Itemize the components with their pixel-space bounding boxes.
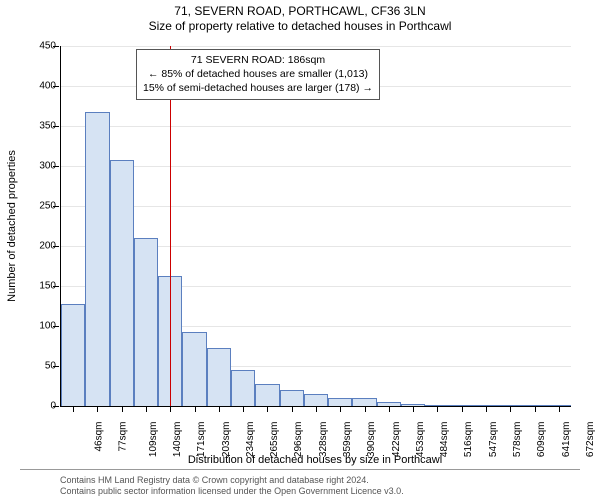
x-tick-label: 203sqm xyxy=(221,422,232,458)
x-tick xyxy=(535,406,536,412)
x-tick xyxy=(146,406,147,412)
y-tick-label: 50 xyxy=(45,361,56,372)
y-tick-label: 300 xyxy=(39,161,56,172)
y-tick-label: 350 xyxy=(39,121,56,132)
x-tick xyxy=(219,406,220,412)
histogram-bar xyxy=(280,390,304,406)
info-box: 71 SEVERN ROAD: 186sqm← 85% of detached … xyxy=(136,49,380,100)
footer-text: Contains HM Land Registry data © Crown c… xyxy=(60,475,404,498)
y-tick-label: 200 xyxy=(39,241,56,252)
y-tick-label: 150 xyxy=(39,281,56,292)
x-tick xyxy=(413,406,414,412)
y-tick-label: 100 xyxy=(39,321,56,332)
x-axis-label: Distribution of detached houses by size … xyxy=(60,454,570,466)
x-tick-label: 296sqm xyxy=(294,422,305,458)
x-tick xyxy=(267,406,268,412)
x-tick-label: 234sqm xyxy=(245,422,256,458)
x-tick xyxy=(292,406,293,412)
chart-area: Number of detached properties 46sqm77sqm… xyxy=(60,46,570,406)
x-tick-label: 484sqm xyxy=(439,422,450,458)
x-tick-label: 390sqm xyxy=(366,422,377,458)
x-tick xyxy=(73,406,74,412)
x-tick xyxy=(365,406,366,412)
histogram-bar xyxy=(328,398,352,406)
x-tick xyxy=(195,406,196,412)
histogram-bar xyxy=(255,384,279,406)
footer-divider xyxy=(20,469,580,470)
histogram-bar xyxy=(134,238,158,406)
page-title-line2: Size of property relative to detached ho… xyxy=(0,19,600,33)
gridline xyxy=(61,46,571,47)
x-tick-label: 516sqm xyxy=(464,422,475,458)
x-tick-label: 46sqm xyxy=(94,422,105,452)
x-tick xyxy=(243,406,244,412)
x-tick xyxy=(97,406,98,412)
histogram-bar xyxy=(207,348,231,406)
chart-container: 71, SEVERN ROAD, PORTHCAWL, CF36 3LN Siz… xyxy=(0,4,600,504)
histogram-bar xyxy=(85,112,109,406)
x-tick-label: 171sqm xyxy=(196,422,207,458)
page-title-line1: 71, SEVERN ROAD, PORTHCAWL, CF36 3LN xyxy=(0,4,600,18)
info-box-line3: 15% of semi-detached houses are larger (… xyxy=(143,81,373,95)
x-tick xyxy=(170,406,171,412)
histogram-bar xyxy=(61,304,85,406)
x-tick-label: 453sqm xyxy=(415,422,426,458)
x-tick xyxy=(340,406,341,412)
x-tick-label: 609sqm xyxy=(536,422,547,458)
x-tick-label: 265sqm xyxy=(269,422,280,458)
y-tick-label: 0 xyxy=(50,401,56,412)
histogram-bar xyxy=(231,370,255,406)
x-tick xyxy=(510,406,511,412)
x-tick xyxy=(462,406,463,412)
x-tick-label: 328sqm xyxy=(318,422,329,458)
x-tick xyxy=(122,406,123,412)
footer-line2: Contains public sector information licen… xyxy=(60,486,404,498)
gridline xyxy=(61,206,571,207)
histogram-bar xyxy=(304,394,328,406)
footer-line1: Contains HM Land Registry data © Crown c… xyxy=(60,475,404,487)
histogram-bar xyxy=(182,332,206,406)
histogram-bar xyxy=(110,160,134,406)
x-tick xyxy=(559,406,560,412)
y-tick-label: 450 xyxy=(39,41,56,52)
reference-line xyxy=(170,46,171,406)
y-tick-label: 400 xyxy=(39,81,56,92)
x-tick xyxy=(316,406,317,412)
x-tick-label: 109sqm xyxy=(148,422,159,458)
x-tick-label: 578sqm xyxy=(512,422,523,458)
x-tick-label: 641sqm xyxy=(561,422,572,458)
x-tick-label: 77sqm xyxy=(118,422,129,452)
x-tick-label: 140sqm xyxy=(172,422,183,458)
y-tick-label: 250 xyxy=(39,201,56,212)
x-tick-label: 359sqm xyxy=(342,422,353,458)
gridline xyxy=(61,166,571,167)
plot-region: 46sqm77sqm109sqm140sqm171sqm203sqm234sqm… xyxy=(60,46,571,407)
x-tick xyxy=(389,406,390,412)
x-tick-label: 547sqm xyxy=(488,422,499,458)
gridline xyxy=(61,126,571,127)
histogram-bar xyxy=(352,398,376,406)
info-box-line2: ← 85% of detached houses are smaller (1,… xyxy=(143,67,373,81)
x-tick xyxy=(486,406,487,412)
x-tick-label: 672sqm xyxy=(585,422,596,458)
info-box-line1: 71 SEVERN ROAD: 186sqm xyxy=(143,53,373,67)
x-tick-label: 422sqm xyxy=(391,422,402,458)
y-axis-label: Number of detached properties xyxy=(6,150,18,302)
x-tick xyxy=(437,406,438,412)
